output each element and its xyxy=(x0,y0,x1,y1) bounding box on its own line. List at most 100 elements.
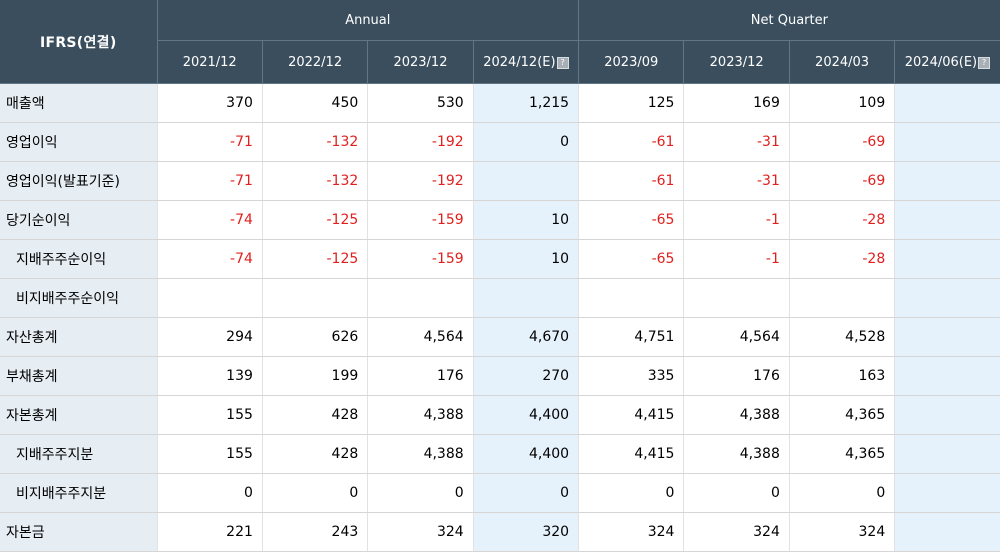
table-cell: 109 xyxy=(789,83,896,123)
table-cell: 4,564 xyxy=(367,317,474,357)
period-header-label: 2022/12 xyxy=(288,54,343,70)
table-row: 매출액 370 450 530 1,215 125 169 109 xyxy=(0,83,1000,123)
table-cell: 4,388 xyxy=(683,395,790,435)
table-cell: -125 xyxy=(262,239,369,279)
table-row: 자본금 221 243 324 320 324 324 324 xyxy=(0,512,1000,552)
table-cell: 0 xyxy=(473,122,580,162)
table-cell: 125 xyxy=(578,83,685,123)
table-cell: -192 xyxy=(367,122,474,162)
table-cell: -132 xyxy=(262,161,369,201)
table-cell xyxy=(894,278,1000,318)
table-cell: -28 xyxy=(789,239,896,279)
table-cell: 0 xyxy=(157,473,263,513)
period-header: 2024/03 xyxy=(789,40,896,84)
table-cell: 4,365 xyxy=(789,395,896,435)
header-group-row: IFRS(연결) Annual Net Quarter xyxy=(0,0,1000,84)
corner-label: IFRS(연결) xyxy=(0,0,158,84)
help-icon[interactable]: ? xyxy=(978,56,991,69)
table-cell: 294 xyxy=(157,317,263,357)
table-cell xyxy=(262,278,369,318)
period-header: 2022/12 xyxy=(262,40,369,84)
row-label: 지배주주순이익 xyxy=(0,239,158,279)
table-cell: 0 xyxy=(789,473,896,513)
table-cell: -69 xyxy=(789,161,896,201)
table-cell: 4,388 xyxy=(367,434,474,474)
row-label: 자본금 xyxy=(0,512,158,552)
table-cell: -65 xyxy=(578,239,685,279)
table-cell: -31 xyxy=(683,161,790,201)
table-cell: 0 xyxy=(367,473,474,513)
table-cell xyxy=(894,356,1000,396)
table-body: 매출액 370 450 530 1,215 125 169 109 영업이익 -71 -132 -19… xyxy=(0,83,1000,552)
table-cell: 324 xyxy=(578,512,685,552)
table-cell xyxy=(894,200,1000,240)
help-icon[interactable]: ? xyxy=(556,56,569,69)
table-cell: -61 xyxy=(578,161,685,201)
table-cell xyxy=(894,512,1000,552)
table-cell xyxy=(578,278,685,318)
table-cell: -74 xyxy=(157,200,263,240)
table-cell: -69 xyxy=(789,122,896,162)
table-row: 자산총계 294 626 4,564 4,670 4,751 4,564 4,528 xyxy=(0,317,1000,357)
table-cell: -159 xyxy=(367,200,474,240)
table-cell: 428 xyxy=(262,434,369,474)
table-row: 부채총계 139 199 176 270 335 176 163 xyxy=(0,356,1000,396)
table-cell: -71 xyxy=(157,161,263,201)
table-row: 당기순이익 -74 -125 -159 10 -65 -1 -28 xyxy=(0,200,1000,240)
table-row: 자본총계 155 428 4,388 4,400 4,415 4,388 4,365 xyxy=(0,395,1000,435)
table-cell: 221 xyxy=(157,512,263,552)
table-cell: 4,415 xyxy=(578,395,685,435)
table-cell: 243 xyxy=(262,512,369,552)
table-row: 영업이익(발표기준) -71 -132 -192 -61 -31 -69 xyxy=(0,161,1000,201)
table-cell: 10 xyxy=(473,239,580,279)
table-cell: -159 xyxy=(367,239,474,279)
row-label: 당기순이익 xyxy=(0,200,158,240)
table-cell: 0 xyxy=(578,473,685,513)
table-cell: 155 xyxy=(157,434,263,474)
table-cell: 335 xyxy=(578,356,685,396)
table-cell xyxy=(894,161,1000,201)
table-cell xyxy=(894,473,1000,513)
table-cell: 155 xyxy=(157,395,263,435)
period-header-label: 2024/03 xyxy=(815,54,870,70)
table-cell xyxy=(894,83,1000,123)
table-cell: 10 xyxy=(473,200,580,240)
table-cell xyxy=(473,161,580,201)
table-cell: 163 xyxy=(789,356,896,396)
period-header-label: 2021/12 xyxy=(182,54,237,70)
table-cell: 0 xyxy=(683,473,790,513)
table-cell: 4,564 xyxy=(683,317,790,357)
table-cell: 4,365 xyxy=(789,434,896,474)
table-cell: -28 xyxy=(789,200,896,240)
table-cell: -1 xyxy=(683,239,790,279)
table-cell: 626 xyxy=(262,317,369,357)
table-cell: 0 xyxy=(473,473,580,513)
table-cell xyxy=(683,278,790,318)
table-cell: -71 xyxy=(157,122,263,162)
table-cell: 324 xyxy=(367,512,474,552)
table-cell: 0 xyxy=(262,473,369,513)
period-header: 2021/12 xyxy=(157,40,263,84)
table-cell: -65 xyxy=(578,200,685,240)
table-row: 비지배주주순이익 xyxy=(0,278,1000,318)
table-cell: 370 xyxy=(157,83,263,123)
period-header-label: 2023/12 xyxy=(709,54,764,70)
row-label: 영업이익(발표기준) xyxy=(0,161,158,201)
row-label: 부채총계 xyxy=(0,356,158,396)
table-cell xyxy=(894,239,1000,279)
period-header-label: 2023/09 xyxy=(604,54,659,70)
table-cell: -125 xyxy=(262,200,369,240)
table-cell: 324 xyxy=(683,512,790,552)
table-cell xyxy=(789,278,896,318)
table-cell: 199 xyxy=(262,356,369,396)
table-cell: 270 xyxy=(473,356,580,396)
period-header-label: 2024/12(E) xyxy=(483,54,556,70)
table-cell: 4,388 xyxy=(367,395,474,435)
table-cell: 4,528 xyxy=(789,317,896,357)
table-cell: 4,400 xyxy=(473,434,580,474)
table-cell xyxy=(367,278,474,318)
period-header: 2024/06(E)? xyxy=(894,40,1000,84)
table-row: 지배주주순이익 -74 -125 -159 10 -65 -1 -28 xyxy=(0,239,1000,279)
table-cell xyxy=(157,278,263,318)
